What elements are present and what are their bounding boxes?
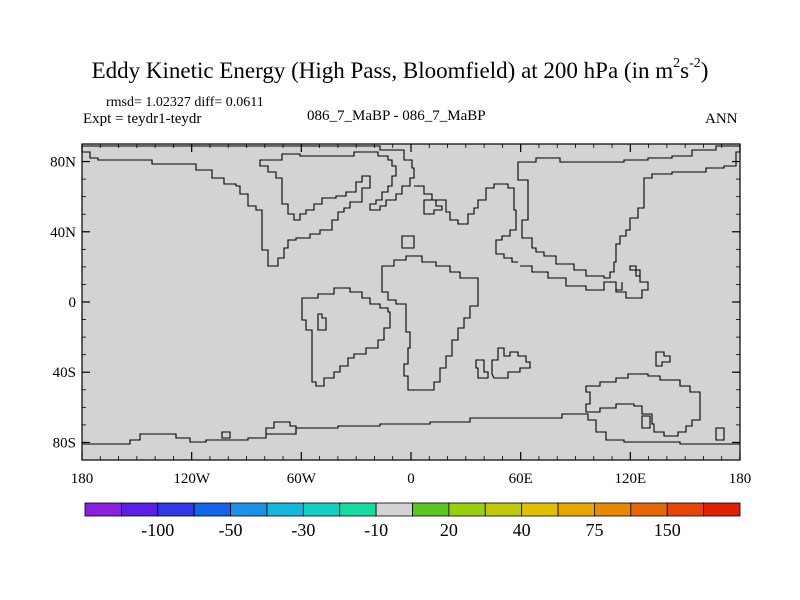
chart-title: Eddy Kinetic Energy (High Pass, Bloomfie… bbox=[91, 56, 709, 83]
colorbar bbox=[84, 502, 741, 517]
x-tick-label: 120W bbox=[173, 471, 211, 487]
coastline-europe-west bbox=[414, 183, 518, 263]
coastline-eurasia bbox=[517, 145, 740, 279]
experiment-label: Expt = teydr1-teydr bbox=[83, 111, 202, 127]
colorbar-label: 20 bbox=[439, 520, 458, 540]
colorbar-label: -10 bbox=[364, 520, 389, 540]
y-tick-label: 80N bbox=[50, 155, 76, 171]
coastline-antarctic-inlet bbox=[221, 431, 231, 439]
colorbar-box bbox=[375, 502, 413, 517]
colorbar-label: -30 bbox=[291, 520, 316, 540]
stats-label: rmsd= 1.02327 diff= 0.0611 bbox=[106, 95, 264, 110]
x-tick-label: 60E bbox=[509, 471, 533, 487]
y-tick-label: 40N bbox=[50, 225, 76, 241]
x-tick-label: 120E bbox=[614, 471, 646, 487]
coastline-madagascar bbox=[475, 359, 489, 379]
colorbar-label: 150 bbox=[653, 520, 681, 540]
colorbar-box bbox=[630, 502, 668, 517]
colorbar-box bbox=[302, 502, 341, 517]
coastline-north-america bbox=[81, 145, 415, 267]
coastline-inland-sea bbox=[401, 235, 415, 249]
colorbar-label: -100 bbox=[141, 520, 175, 540]
period-label: ANN bbox=[705, 111, 738, 127]
colorbar-box bbox=[521, 502, 559, 517]
axis-tick-labels: 180 120W 60W 0 60E 120E 180 80N 40N 0 40S 80S bbox=[50, 155, 751, 487]
x-tick-label: 180 bbox=[729, 471, 752, 487]
colorbar-box bbox=[193, 502, 231, 517]
coastline-southeast-asia bbox=[520, 265, 649, 299]
colorbar-box bbox=[448, 502, 486, 517]
colorbar-box bbox=[120, 502, 159, 517]
x-tick-label: 0 bbox=[407, 471, 415, 487]
colorbar-box bbox=[594, 502, 632, 517]
coastline-small-island bbox=[715, 427, 725, 441]
coastline-australia bbox=[585, 373, 701, 437]
colorbar-label: 40 bbox=[512, 520, 531, 540]
colorbar-box bbox=[230, 502, 268, 517]
axis-ticks bbox=[81, 144, 741, 460]
y-tick-label: 80S bbox=[53, 435, 76, 451]
coastline-new-zealand-b bbox=[641, 415, 651, 429]
y-tick-label: 40S bbox=[53, 365, 76, 381]
y-tick-label: 0 bbox=[69, 295, 77, 311]
colorbar-box bbox=[666, 502, 705, 517]
colorbar-box bbox=[557, 502, 595, 517]
colorbar-box bbox=[339, 502, 377, 517]
x-tick-label: 180 bbox=[71, 471, 94, 487]
map-field bbox=[82, 144, 740, 460]
coastline-south-america bbox=[301, 287, 391, 387]
colorbar-box bbox=[266, 502, 304, 517]
coastline-antarctica bbox=[82, 413, 740, 445]
x-tick-label: 60W bbox=[287, 471, 317, 487]
colorbar-box bbox=[484, 502, 523, 517]
coastline-greenland-inner bbox=[423, 199, 443, 215]
colorbar-box bbox=[84, 502, 122, 517]
colorbar-label: 75 bbox=[585, 520, 604, 540]
colorbar-box bbox=[157, 502, 195, 517]
colorbar-box bbox=[703, 502, 741, 517]
coastline-africa bbox=[381, 255, 479, 391]
colorbar-label: -50 bbox=[218, 520, 243, 540]
case-label: 086_7_MaBP - 086_7_MaBP bbox=[307, 108, 486, 124]
coastline-south-america-lake bbox=[317, 313, 327, 331]
coastline-new-zealand-a bbox=[655, 351, 671, 367]
coastlines bbox=[81, 145, 740, 445]
colorbar-box bbox=[412, 502, 450, 517]
coastline-antarctic-peninsula bbox=[265, 421, 297, 434]
coastline-indian-ocean-land bbox=[491, 347, 531, 379]
